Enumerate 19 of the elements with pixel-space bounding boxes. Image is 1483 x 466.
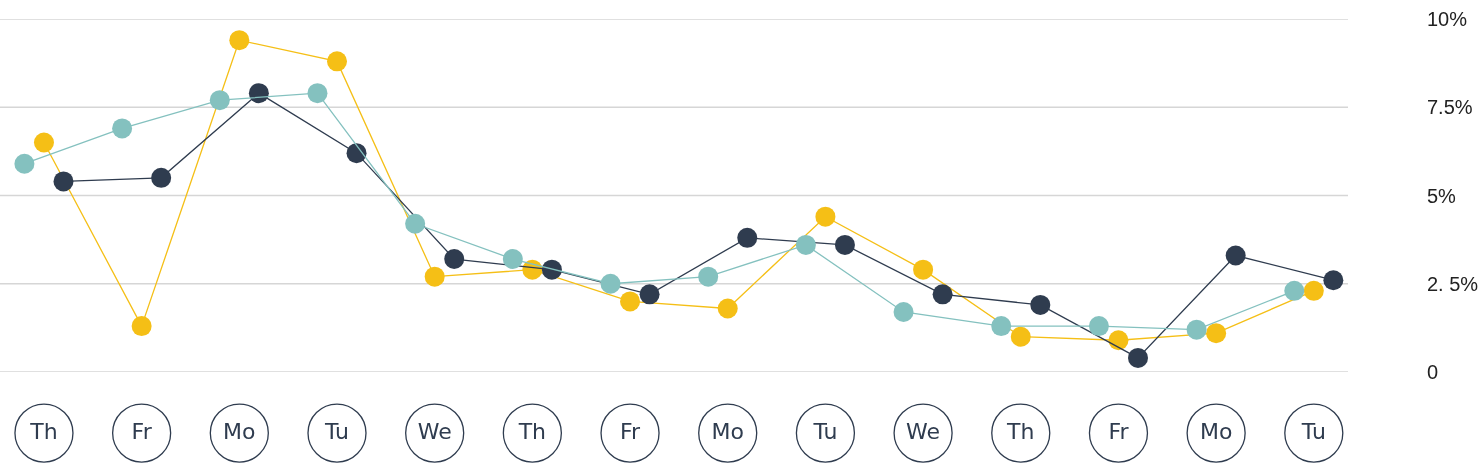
y-tick-label: 7.5%	[1427, 96, 1473, 119]
x-tick-label: Mo	[711, 419, 744, 444]
x-tick-label: We	[906, 419, 941, 444]
x-tick-label: Th	[517, 419, 547, 444]
y-tick-label: 0	[1427, 361, 1439, 383]
y-tick-label: 5%	[1427, 184, 1457, 207]
x-tick-label: Fr	[1108, 419, 1130, 444]
x-tick-label: Mo	[223, 419, 256, 444]
x-tick-label: Tu	[323, 419, 350, 444]
y-tick-label: 2. 5%	[1427, 272, 1479, 295]
x-tick-label: Th	[1006, 419, 1035, 444]
y-tick-label: 10%	[1427, 8, 1468, 30]
x-tick-label: Fr	[131, 419, 153, 444]
x-tick-label: Tu	[812, 419, 838, 444]
x-tick-label: We	[417, 419, 452, 444]
x-tick-label: Mo	[1199, 419, 1233, 444]
x-tick-label: Th	[29, 419, 58, 444]
x-tick-label: Fr	[619, 419, 642, 444]
x-tick-label: Tu	[1300, 419, 1326, 444]
